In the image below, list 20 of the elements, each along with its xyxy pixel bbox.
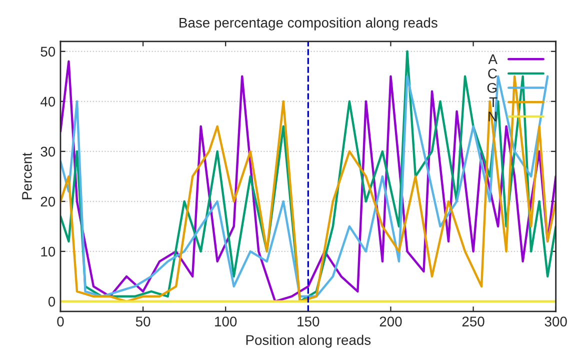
y-tick-label: 10 [41, 246, 56, 257]
y-axis-title: Percent [22, 152, 32, 200]
y-tick-label: 40 [40, 96, 56, 107]
y-tick-label: 30 [40, 146, 56, 157]
y-tick-label: 50 [40, 46, 56, 57]
x-tick-label: 200 [380, 316, 402, 326]
x-tick-label: 50 [136, 316, 150, 326]
legend-label: G [487, 82, 496, 93]
legend-label: C [488, 68, 497, 78]
legend-label: N [488, 112, 496, 122]
x-tick-label: 150 [298, 316, 320, 326]
y-tick-label: 20 [40, 196, 56, 207]
legend-label: A [488, 54, 498, 64]
x-axis-title: Position along reads [246, 334, 371, 348]
x-tick-label: 100 [215, 316, 237, 326]
x-tick-label: 300 [544, 316, 567, 326]
chart-title: Base percentage composition along reads [180, 17, 438, 30]
y-tick-label: 0 [48, 296, 56, 307]
x-tick-label: 0 [57, 316, 64, 326]
x-tick-label: 250 [462, 316, 484, 326]
